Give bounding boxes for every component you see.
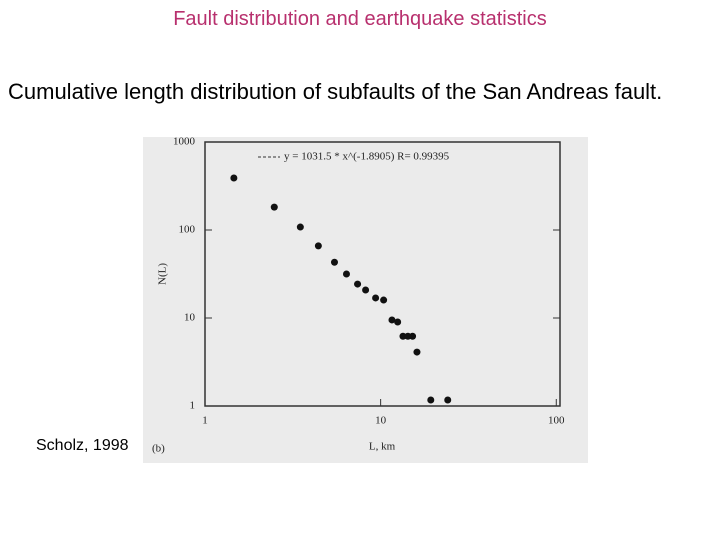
y-tick-label: 1000: [173, 136, 196, 148]
data-point: [330, 258, 338, 266]
plot-frame: [204, 141, 561, 407]
data-point: [394, 318, 402, 326]
y-tick-label: 10: [184, 312, 196, 324]
x-axis-label: L, km: [369, 441, 396, 453]
x-tick-label: 100: [548, 415, 565, 427]
data-point: [372, 294, 380, 302]
data-point: [399, 332, 407, 340]
data-point: [427, 396, 435, 404]
scan-background: [143, 137, 588, 463]
body-text: Cumulative length distribution of subfau…: [8, 79, 663, 104]
data-point: [296, 223, 304, 231]
data-point: [380, 296, 388, 304]
data-point: [354, 280, 362, 288]
data-point: [314, 242, 322, 250]
citation: Scholz, 1998: [36, 437, 129, 454]
data-point: [362, 286, 370, 294]
y-tick-label: 1: [190, 400, 196, 412]
x-tick-label: 10: [375, 415, 387, 427]
data-point: [444, 396, 452, 404]
slide-title: Fault distribution and earthquake statis…: [173, 8, 547, 30]
y-axis-label: N(L): [157, 263, 169, 285]
data-point: [270, 203, 278, 211]
data-point: [409, 332, 417, 340]
data-point: [342, 270, 350, 278]
panel-label: (b): [152, 443, 165, 455]
x-tick-label: 1: [202, 415, 208, 427]
fit-label: y = 1031.5 * x^(-1.8905) R= 0.99395: [284, 151, 450, 163]
data-point: [413, 348, 421, 356]
data-point: [388, 316, 396, 324]
data-point: [230, 174, 238, 182]
y-tick-label: 100: [179, 224, 196, 236]
